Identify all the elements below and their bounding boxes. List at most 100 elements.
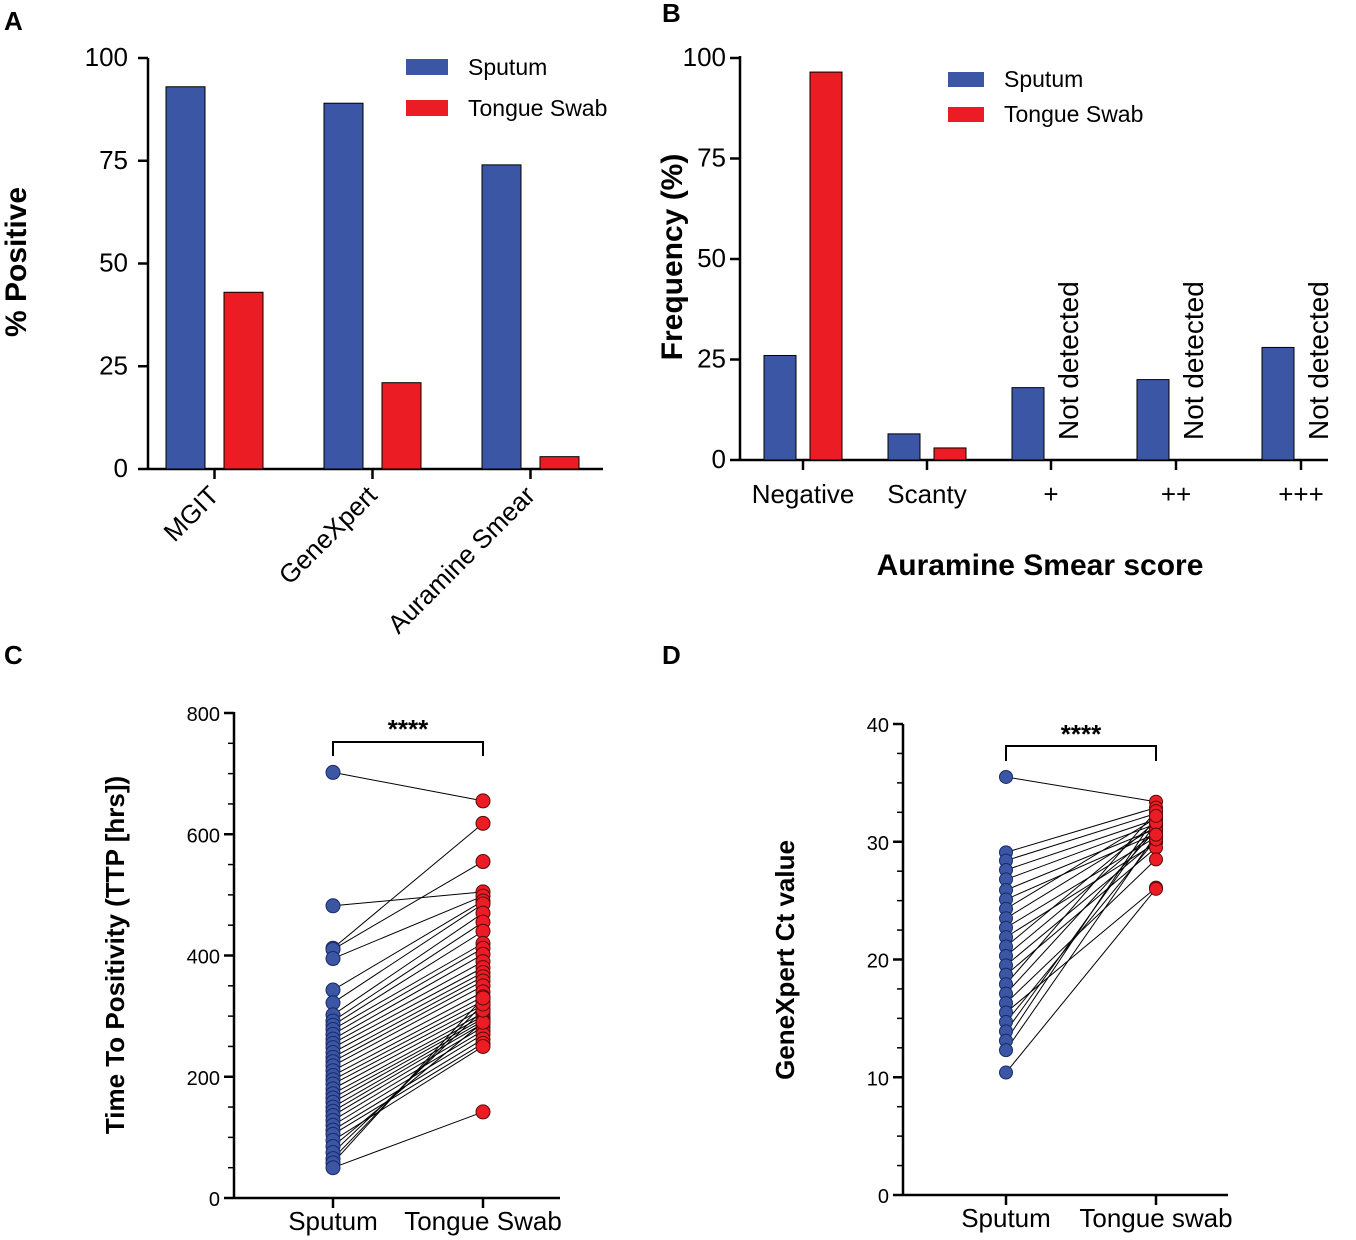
panel-d-significance-bracket (1005, 745, 1157, 761)
panel-d-pair-line (1005, 822, 1157, 1032)
panel-c-pair-line (332, 1022, 484, 1112)
panel-b-bar-sputum (887, 433, 921, 461)
panel-c-category-label: Tongue Swab (404, 1206, 562, 1236)
legend-swatch-tongue-swab (406, 100, 448, 116)
panel-c-pair-line (332, 1003, 484, 1159)
panel-a-y-axis-label: % Positive (0, 187, 33, 337)
panel-d-pair-line (1005, 776, 1157, 803)
panel-c-pair-line (332, 822, 484, 949)
panel-label-b: B (662, 0, 681, 28)
panel-d: D GeneXpert Ct value 0 10 20 30 40 Sputum Ton… (662, 640, 1233, 1233)
panel-b-category-label: Negative (752, 479, 855, 509)
legend-label-sputum: Sputum (1004, 66, 1083, 92)
panel-c-point-tongue-swab (475, 1104, 491, 1120)
panel-d-pair-line (1005, 842, 1157, 938)
panel-a-y-tick-label: 25 (99, 350, 128, 380)
panel-a-y-tick-label: 0 (114, 453, 128, 483)
panel-a-y-tick-label: 50 (99, 248, 128, 278)
panel-b-legend: Sputum Tongue Swab (948, 66, 1143, 127)
panel-b-bar-sputum (1011, 387, 1045, 461)
panel-c-y-tick-label: 0 (209, 1189, 220, 1211)
panel-b-y-tick-label: 75 (697, 143, 726, 173)
panel-label-a: A (4, 6, 23, 36)
panel-c-pair-line (332, 1004, 484, 1085)
legend-swatch-sputum (948, 72, 984, 87)
panel-d-y-tick-label: 20 (867, 951, 889, 973)
panel-d-pair-line (1005, 813, 1157, 862)
legend-swatch-sputum (406, 59, 448, 75)
panel-b-x-axis-label: Auramine Smear score (877, 549, 1204, 582)
panel-d-point-sputum (999, 769, 1013, 784)
legend-label-tongue-swab: Tongue Swab (468, 95, 607, 121)
panel-c-pair-line (332, 985, 484, 1067)
panel-c-point-sputum (325, 982, 341, 998)
panel-d-pair-line (1005, 888, 1157, 1073)
panel-c-pair-line (332, 1008, 484, 1090)
panel-b-bar-sputum (1136, 379, 1170, 461)
panel-c-pair-line (332, 947, 484, 1035)
panel-d-pair-line (1005, 830, 1157, 957)
panel-b-bar-tongue-swab (809, 71, 843, 461)
panel-c-point-tongue-swab (475, 854, 491, 870)
panel-c-y-tick-label: 600 (187, 825, 220, 847)
panel-a-category-label: GeneXpert (273, 479, 384, 590)
panel-d-pair-line (1005, 818, 1157, 871)
panel-b-not-detected-label: Not detected (1178, 281, 1209, 440)
panel-d-point-sputum (999, 1043, 1013, 1058)
legend-label-sputum: Sputum (468, 54, 547, 80)
panel-c-pair-line (332, 1026, 484, 1116)
legend-swatch-tongue-swab (948, 107, 984, 122)
panel-c-point-tongue-swab (475, 1038, 491, 1054)
legend-label-tongue-swab: Tongue Swab (1004, 101, 1143, 127)
panel-c-point-tongue-swab (475, 793, 491, 809)
panel-b-not-detected-label: Not detected (1053, 281, 1084, 440)
panel-a: A % Positive 0 25 50 75 100 MGIT GeneXpertAur… (0, 6, 607, 639)
panel-c-pair-line (332, 942, 484, 1030)
panel-c-pair-line (332, 1000, 484, 1081)
panel-d-y-tick-label: 0 (878, 1186, 889, 1208)
panel-c-pair-line (332, 996, 484, 1076)
panel-d-pair-line (1005, 817, 1157, 910)
panel-c-pair-line (332, 912, 484, 1016)
panel-d-pair-line (1005, 834, 1157, 1051)
panel-d-pair-line (1005, 836, 1157, 929)
panel-c-significance-bracket (332, 741, 484, 756)
panel-d-pair-line (1005, 807, 1157, 853)
panel-d-category-label: Sputum (961, 1203, 1051, 1233)
panel-a-legend: Sputum Tongue Swab (406, 54, 607, 121)
panel-d-y-tick-label: 30 (867, 833, 889, 855)
panel-c-pair-line (332, 903, 484, 1004)
panel-b-y-axis-label: Frequency (%) (656, 154, 689, 361)
panel-d-pair-line (1005, 826, 1157, 919)
panel-label-d: D (662, 640, 681, 670)
panel-c-y-tick-label: 400 (187, 947, 220, 969)
panel-c-y-tick-label: 800 (187, 704, 220, 726)
panel-c-pair-line (332, 991, 484, 1072)
panel-d-point-tongue-swab (1149, 852, 1163, 867)
panel-b-bar-sputum (1261, 346, 1295, 461)
panel-c-point-tongue-swab (475, 990, 491, 1006)
panel-d-y-tick-label: 10 (867, 1068, 889, 1090)
panel-c-pair-line (332, 980, 484, 1063)
panel-c-pair-line (332, 1046, 484, 1141)
panel-c-category-label: Sputum (288, 1206, 378, 1236)
panel-a-y-tick-label: 100 (85, 42, 128, 72)
panel-c-pair-line (332, 967, 484, 1049)
panel-d-y-tick-label: 40 (867, 715, 889, 737)
panel-c-pair-line (332, 1030, 484, 1121)
panel-b-category-label: +++ (1278, 479, 1324, 509)
panel-c-pair-line (332, 1020, 484, 1108)
panel-d-y-axis-label: GeneXpert Ct value (770, 840, 800, 1080)
panel-d-point-tongue-swab (1149, 881, 1163, 896)
panel-d-pair-line (1005, 821, 1157, 947)
panel-c-significance-label: **** (388, 714, 429, 744)
panel-c-pair-line (332, 900, 484, 991)
panel-a-bar-tongue-swab (539, 456, 580, 470)
panel-c-pair-line (332, 861, 484, 950)
panel-c-point-sputum (325, 764, 341, 780)
panel-d-pair-line (1005, 833, 1157, 900)
panel-b-y-tick-label: 100 (683, 42, 726, 72)
panel-b-bar-tongue-swab (933, 447, 967, 461)
panel-c-pair-line (332, 930, 484, 1026)
